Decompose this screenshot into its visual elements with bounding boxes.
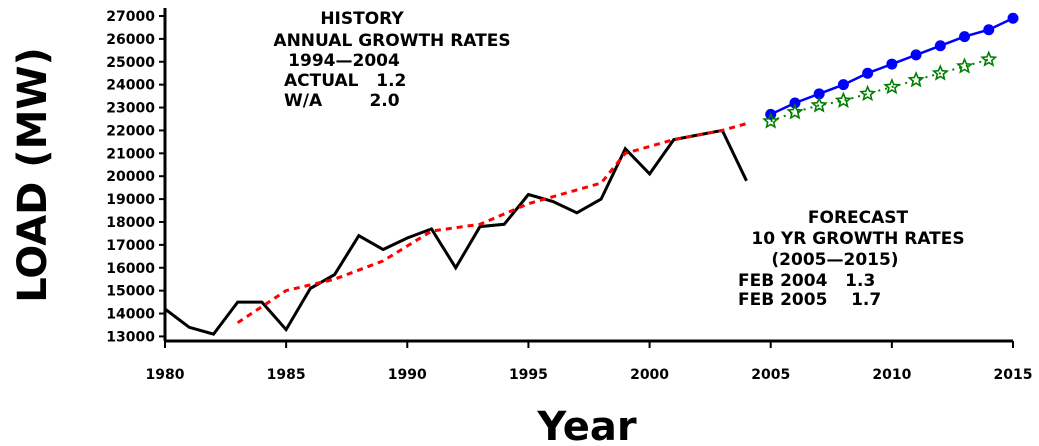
y-tick-label: 24000 — [106, 78, 155, 94]
y-tick-label: 18000 — [106, 215, 155, 231]
series-2-point — [1007, 12, 1019, 24]
y-tick-label: 22000 — [106, 123, 155, 139]
y-tick-label: 14000 — [106, 307, 155, 323]
y-tick-label: 26000 — [106, 32, 155, 48]
y-tick-label: 20000 — [106, 169, 155, 185]
forecast-feb2004: FEB 2004 1.3 — [738, 271, 875, 291]
series-2-point — [934, 40, 946, 52]
y-axis-ticks: 13000 14000 15000 16000 17000 18000 19000 20000… — [106, 9, 165, 345]
series-2-point — [789, 97, 801, 109]
history-title: HISTORY — [320, 9, 404, 29]
x-tick-label: 1985 — [267, 367, 306, 383]
series-0-line — [164, 128, 748, 336]
y-tick-label: 15000 — [106, 284, 155, 300]
forecast-subtitle: 10 YR GROWTH RATES — [751, 229, 964, 249]
series-2-point — [837, 79, 849, 91]
x-axis-title: Year — [536, 404, 636, 446]
series-3-point — [907, 71, 925, 88]
series-3-line — [770, 58, 990, 123]
history-annotation: HISTORY ANNUAL GROWTH RATES 1994—2004 AC… — [273, 9, 510, 111]
x-tick-label: 1995 — [509, 367, 548, 383]
series-3-point — [810, 96, 828, 113]
series-1-line — [236, 122, 747, 324]
y-axis-title: LOAD (MW) — [10, 47, 56, 303]
y-tick-label: 25000 — [106, 55, 155, 71]
series-3-point — [980, 50, 998, 67]
forecast-annotation: FORECAST 10 YR GROWTH RATES (2005—2015) … — [738, 208, 965, 310]
plot-area — [163, 8, 1013, 343]
y-tick-label: 13000 — [106, 329, 155, 345]
forecast-title: FORECAST — [808, 208, 909, 228]
x-tick-label: 1990 — [388, 367, 427, 383]
series-layer — [164, 12, 1019, 336]
forecast-feb2005: FEB 2005 1.7 — [738, 290, 881, 310]
x-tick-label: 2000 — [630, 367, 669, 383]
series-2-point — [910, 49, 922, 61]
series-3-point — [931, 64, 950, 81]
y-tick-label: 27000 — [106, 9, 155, 25]
y-tick-label: 17000 — [106, 238, 155, 254]
y-tick-label: 19000 — [106, 192, 155, 208]
x-tick-label: 2015 — [994, 367, 1033, 383]
series-3-point — [834, 91, 853, 108]
history-subtitle: ANNUAL GROWTH RATES — [273, 31, 510, 51]
forecast-period: (2005—2015) — [771, 250, 898, 270]
series-2-point — [886, 58, 898, 70]
series-3-point — [762, 112, 780, 129]
series-3-point — [786, 102, 804, 120]
y-tick-label: 23000 — [106, 101, 155, 117]
x-tick-label: 2005 — [751, 367, 790, 383]
series-2-point — [983, 24, 995, 36]
x-tick-label: 2010 — [872, 367, 911, 383]
history-period: 1994—2004 — [288, 51, 400, 71]
series-3-point — [859, 84, 877, 102]
history-actual: ACTUAL 1.2 — [284, 71, 406, 91]
series-2-point — [862, 67, 874, 79]
series-3-point — [955, 57, 974, 74]
series-3-point — [883, 77, 901, 95]
y-tick-label: 21000 — [106, 146, 155, 162]
x-axis-ticks: 1980 1985 1990 1995 2000 2005 2010 2015 — [146, 341, 1033, 383]
y-tick-label: 16000 — [106, 261, 155, 277]
history-wa: W/A 2.0 — [284, 91, 400, 111]
x-tick-label: 1980 — [146, 367, 185, 383]
series-2-point — [813, 88, 825, 100]
series-2-point — [959, 31, 971, 43]
